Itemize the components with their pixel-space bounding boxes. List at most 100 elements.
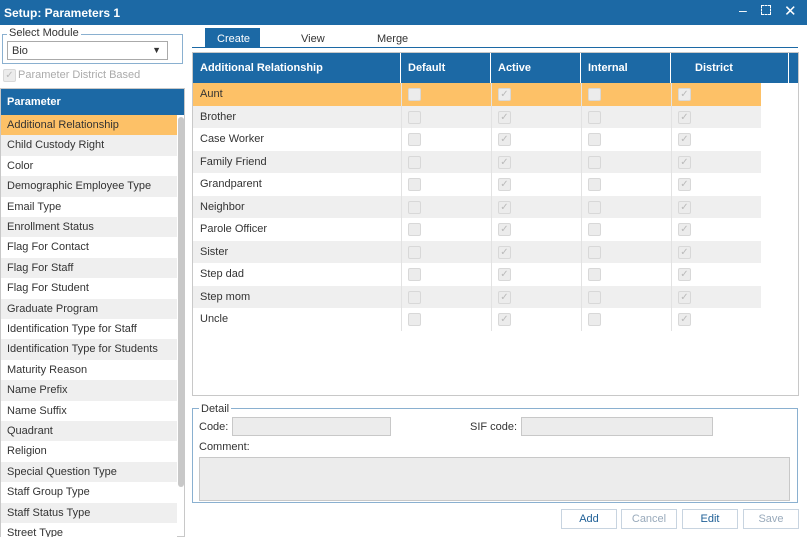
checkbox: ✓ — [678, 178, 691, 191]
cell-border — [491, 128, 492, 151]
checkbox: ✓ — [498, 133, 511, 146]
checkbox — [588, 178, 601, 191]
grid-row[interactable]: Parole Officer ✓ ✓ — [193, 218, 761, 241]
grid-row[interactable]: Step dad ✓ ✓ — [193, 263, 761, 286]
parameter-item[interactable]: Name Prefix — [1, 380, 177, 401]
cell-border — [581, 308, 582, 331]
checkbox — [408, 178, 421, 191]
parameter-item[interactable]: Special Question Type — [1, 461, 177, 483]
parameter-item[interactable]: Email Type — [1, 196, 177, 217]
parameter-item[interactable]: Maturity Reason — [1, 359, 177, 381]
checkbox — [588, 313, 601, 326]
parameter-item[interactable]: Color — [1, 155, 177, 177]
sif-label: SIF code: — [470, 421, 518, 433]
module-select[interactable]: Bio ▼ — [7, 41, 168, 60]
parameter-item[interactable]: Name Suffix — [1, 400, 177, 421]
parameter-item[interactable]: Staff Status Type — [1, 502, 177, 523]
maximize[interactable] — [761, 5, 771, 15]
row-name: Brother — [200, 110, 237, 123]
checkbox — [408, 110, 421, 124]
tab[interactable]: View — [301, 33, 325, 45]
grid-row[interactable]: Grandparent ✓ ✓ — [193, 173, 761, 196]
cell-border — [401, 150, 402, 173]
cell-border — [401, 263, 402, 286]
tab-line — [192, 47, 798, 48]
grid-row[interactable]: Family Friend ✓ ✓ — [193, 150, 761, 173]
parameter-item[interactable]: Identification Type for Students — [1, 339, 177, 360]
checkbox: ✓ — [678, 133, 691, 146]
grid-row[interactable]: Sister ✓ ✓ — [193, 240, 761, 263]
column-header[interactable]: Default — [401, 53, 491, 83]
column-header[interactable]: Internal — [581, 53, 671, 83]
cell-border — [401, 83, 402, 106]
checkbox — [588, 223, 601, 236]
code-label: Code: — [199, 421, 229, 433]
parameter-item[interactable]: Quadrant — [1, 421, 177, 442]
cell-border — [491, 240, 492, 263]
row-name: Uncle — [200, 313, 229, 325]
button[interactable]: Add — [561, 509, 617, 529]
grid-row[interactable]: Step mom ✓ ✓ — [193, 285, 761, 308]
checkbox — [408, 245, 421, 259]
grid-row[interactable]: Neighbor ✓ ✓ — [193, 195, 761, 218]
parameter-item[interactable]: Demographic Employee Type — [1, 176, 177, 197]
button[interactable]: Edit — [682, 509, 738, 529]
grid-header: Additional Relationship Default Active Inte… — [193, 53, 798, 83]
row-name: Step dad — [200, 268, 245, 280]
checkbox — [408, 268, 421, 281]
parameter-item[interactable]: Staff Group Type — [1, 482, 177, 503]
checkbox — [588, 88, 601, 101]
column-header[interactable]: Additional Relationship — [193, 53, 401, 83]
checkbox: ✓ — [678, 155, 691, 169]
comment-input[interactable] — [199, 457, 790, 501]
minimize[interactable]: – — [739, 2, 747, 18]
tab[interactable]: Create — [205, 28, 260, 48]
parameter-item[interactable]: Flag For Contact — [1, 237, 177, 258]
checkbox: ✓ — [678, 88, 691, 101]
close[interactable]: ✕ — [784, 3, 797, 20]
parameter-item[interactable]: Street Type — [1, 523, 177, 537]
checkbox: ✓ — [498, 178, 511, 191]
checkbox — [408, 200, 421, 214]
grid-row[interactable]: Brother ✓ ✓ — [193, 105, 761, 128]
cell-border — [671, 263, 672, 286]
scrollbar[interactable] — [178, 117, 184, 487]
parameter-item[interactable]: Child Custody Right — [1, 135, 177, 156]
cell-border — [401, 218, 402, 241]
checkbox: ✓ — [498, 313, 511, 326]
cell-border — [491, 308, 492, 331]
grid-row[interactable]: Aunt ✓ ✓ — [193, 83, 761, 106]
parameter-item[interactable]: Identification Type for Staff — [1, 319, 177, 340]
parameter-item[interactable]: Religion — [1, 441, 177, 462]
row-name: Parole Officer — [200, 223, 268, 235]
cell-border — [581, 173, 582, 196]
parameter-item[interactable]: Flag For Staff — [1, 257, 177, 279]
column-header[interactable]: Active — [491, 53, 581, 83]
checkbox: ✓ — [678, 313, 691, 326]
sif-input[interactable] — [521, 417, 713, 436]
district-checkbox[interactable]: ✓ — [3, 69, 16, 82]
parameter-item[interactable]: Flag For Student — [1, 278, 177, 299]
parameter-item[interactable]: Enrollment Status — [1, 217, 177, 238]
cell-border — [671, 285, 672, 308]
checkbox — [408, 155, 421, 169]
checkbox: ✓ — [498, 223, 511, 236]
parameter-item[interactable]: Graduate Program — [1, 298, 177, 319]
code-input[interactable] — [232, 417, 391, 436]
button[interactable]: Save — [743, 509, 799, 529]
column-header[interactable]: District — [671, 53, 789, 83]
checkbox — [408, 290, 421, 304]
cell-border — [581, 240, 582, 263]
module-label: Select Module — [7, 27, 81, 39]
cell-border — [671, 105, 672, 128]
cell-border — [401, 240, 402, 263]
cell-border — [671, 128, 672, 151]
parameter-panel: Parameter Additional Relationship Child C… — [0, 88, 185, 537]
button[interactable]: Cancel — [621, 509, 677, 529]
district-checkbox-label: Parameter District Based — [18, 69, 141, 81]
grid-row[interactable]: Case Worker ✓ ✓ — [193, 128, 761, 151]
grid-row[interactable]: Uncle ✓ ✓ — [193, 308, 761, 331]
parameter-item[interactable]: Additional Relationship — [1, 115, 177, 136]
tab[interactable]: Merge — [377, 33, 409, 45]
checkbox — [588, 110, 601, 124]
